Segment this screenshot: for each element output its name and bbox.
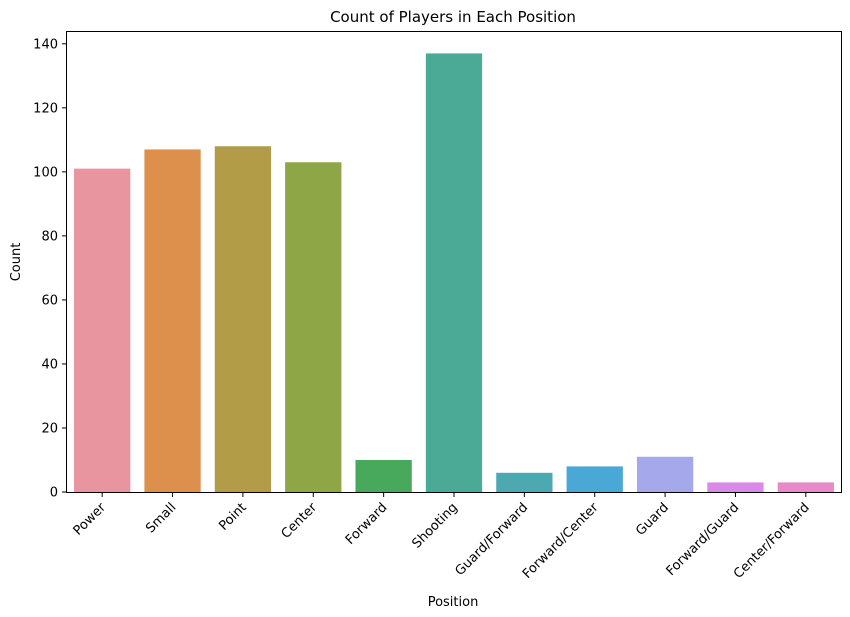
chart-title: Count of Players in Each Position bbox=[330, 8, 576, 26]
plot-frame bbox=[66, 31, 842, 493]
y-axis: 0 20 40 60 80 100 120 140 bbox=[33, 37, 67, 501]
bar-guard-forward bbox=[496, 472, 553, 492]
x-tick-label: Guard bbox=[633, 500, 672, 539]
x-tick-label: Point bbox=[216, 500, 249, 533]
bar-shooting bbox=[425, 53, 483, 492]
x-tick-label: Shooting bbox=[409, 500, 460, 551]
x-tick-label: Forward bbox=[343, 500, 391, 548]
y-tick-label: 0 bbox=[50, 486, 58, 501]
bar-forward-guard bbox=[707, 482, 764, 492]
bar-power bbox=[74, 168, 131, 492]
y-tick-label: 60 bbox=[41, 293, 58, 308]
bar-center-forward bbox=[777, 482, 834, 492]
bar-center bbox=[285, 162, 342, 492]
bar-guard bbox=[636, 456, 694, 492]
x-tick-label: Forward/Center bbox=[520, 500, 602, 582]
y-tick-label: 80 bbox=[41, 229, 58, 244]
x-tick-label: Small bbox=[143, 500, 179, 536]
x-tick-label: Guard/Forward bbox=[452, 500, 531, 579]
y-tick-label: 40 bbox=[41, 357, 58, 372]
bar-forward bbox=[355, 459, 412, 492]
x-axis-title: Position bbox=[428, 595, 479, 610]
bar-forward-center bbox=[566, 466, 623, 492]
y-tick-label: 120 bbox=[33, 101, 58, 116]
x-tick-label: Center bbox=[279, 500, 321, 542]
y-tick-label: 140 bbox=[33, 37, 58, 52]
x-axis: Power Small Point Center Forward ShootingGuar… bbox=[71, 492, 813, 582]
bar-group bbox=[74, 53, 834, 492]
y-tick-label: 100 bbox=[33, 165, 58, 180]
x-tick-label: Power bbox=[71, 500, 110, 539]
y-tick-label: 20 bbox=[41, 421, 58, 436]
bar-small bbox=[144, 149, 201, 492]
x-tick-label: Forward/Guard bbox=[664, 500, 743, 579]
x-tick-label: Center/Forward bbox=[731, 500, 813, 582]
y-axis-title: Count bbox=[9, 243, 24, 282]
bar-point bbox=[214, 146, 272, 492]
